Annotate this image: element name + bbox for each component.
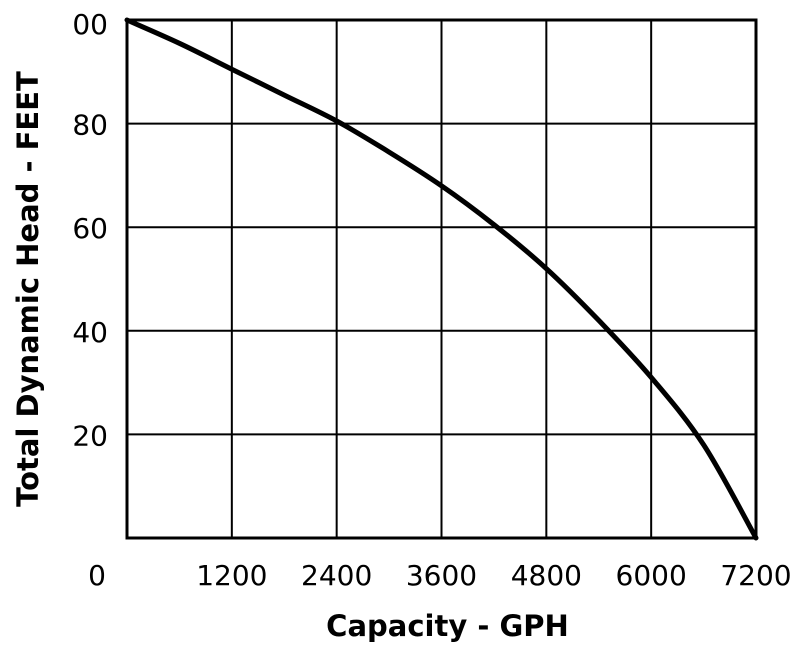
x-tick-label: 3600 — [406, 559, 477, 592]
grid — [127, 20, 756, 538]
plot-frame — [125, 18, 758, 540]
x-tick-label: 7200 — [720, 559, 791, 592]
x-tick-label: 6000 — [616, 559, 687, 592]
y-tick-label: 60 — [72, 212, 108, 245]
y-tick-label: 40 — [72, 316, 108, 349]
x-tick-label: 2400 — [301, 559, 372, 592]
series-line-head-vs-capacity — [124, 17, 759, 541]
y-axis-title: Total Dynamic Head - FEET — [11, 71, 45, 507]
x-tick-label: 0 — [88, 559, 106, 592]
x-axis-ticks: 0 1200 2400 3600 4800 6000 7200 — [88, 559, 792, 592]
x-axis-title: Capacity - GPH — [326, 609, 569, 643]
x-tick-label: 1200 — [196, 559, 267, 592]
y-tick-label: 20 — [72, 419, 108, 452]
y-tick-label: 00 — [72, 8, 108, 41]
x-tick-label: 4800 — [511, 559, 582, 592]
y-axis-ticks: 20 40 60 80 00 — [72, 8, 108, 452]
y-tick-label: 80 — [72, 109, 108, 142]
